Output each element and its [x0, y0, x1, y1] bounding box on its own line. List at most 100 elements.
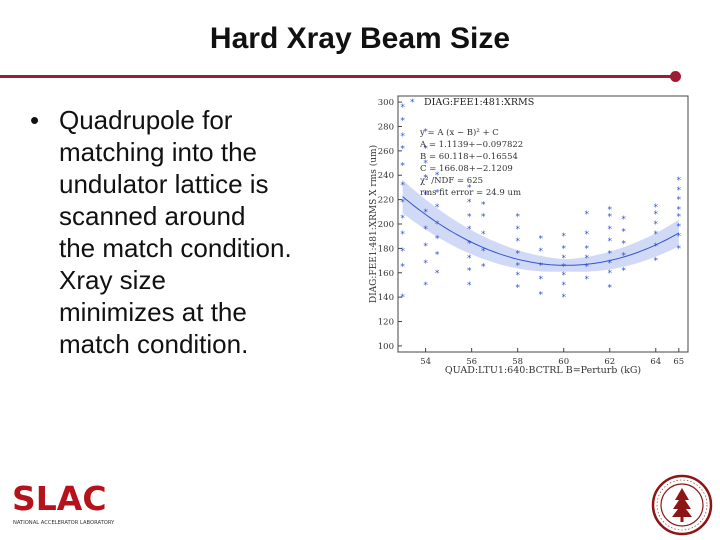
data-point: * — [621, 240, 626, 250]
title-divider — [0, 75, 676, 78]
data-point: * — [467, 213, 472, 223]
bullet-line-1: Quadrupole for — [59, 105, 233, 135]
data-point: * — [561, 232, 566, 242]
data-point: * — [435, 269, 440, 279]
legend-label: DIAG:FEE1:481:XRMS — [424, 97, 534, 108]
data-point: * — [584, 230, 589, 240]
data-point: * — [654, 203, 659, 213]
data-point: * — [538, 235, 543, 245]
fit-c: C = 166.08+−2.1209 — [420, 164, 513, 174]
data-point: * — [400, 293, 405, 303]
data-point: * — [400, 144, 405, 154]
y-tick-label: 160 — [378, 269, 394, 279]
data-point: * — [584, 210, 589, 220]
x-tick-label: 58 — [512, 357, 523, 367]
slac-logo-subtitle: NATIONAL ACCELERATOR LABORATORY — [13, 520, 115, 526]
data-point: * — [423, 242, 428, 252]
data-point: * — [467, 281, 472, 291]
y-tick-label: 200 — [378, 220, 394, 230]
data-point: * — [515, 261, 520, 271]
data-point: * — [515, 249, 520, 259]
data-point: * — [561, 293, 566, 303]
data-point: * — [400, 198, 405, 208]
data-point: * — [607, 269, 612, 279]
data-point: * — [561, 263, 566, 273]
y-ticks: 100 120 140 160 180 200 220 240 260 280 300 — [378, 98, 402, 352]
y-tick-label: 120 — [378, 318, 394, 328]
data-point: * — [515, 271, 520, 281]
data-point: * — [467, 240, 472, 250]
data-point: * — [584, 244, 589, 254]
y-tick-label: 260 — [378, 147, 394, 157]
data-point: * — [677, 222, 682, 232]
data-point: * — [423, 259, 428, 269]
data-point: * — [538, 247, 543, 257]
stanford-seal-icon — [651, 474, 713, 536]
data-point: * — [607, 205, 612, 215]
data-point: * — [677, 176, 682, 186]
data-point: * — [467, 254, 472, 264]
data-point: * — [400, 247, 405, 257]
data-point: * — [423, 159, 428, 169]
divider-end-dot — [670, 71, 681, 82]
bullet-line-6: Xray size — [59, 265, 166, 295]
x-tick-label: 60 — [558, 357, 569, 367]
bullet-marker: • — [30, 105, 40, 135]
data-point: * — [400, 230, 405, 240]
fit-confidence-band — [402, 180, 680, 272]
data-point: * — [400, 214, 405, 224]
data-point: * — [435, 171, 440, 181]
bullet-line-5: the match condition. — [59, 233, 292, 263]
data-point: * — [677, 186, 682, 196]
data-point: * — [621, 215, 626, 225]
data-point: * — [677, 213, 682, 223]
bullet-text: Quadrupole for matching into the undulat… — [59, 104, 359, 360]
data-point: * — [423, 127, 428, 137]
bullet-line-7: minimizes at the — [59, 297, 247, 327]
x-tick-label: 56 — [466, 357, 477, 367]
fit-annotation: y = A (x − B)² + C A = 1.1139+−0.097822 … — [419, 127, 523, 198]
y-tick-label: 280 — [378, 122, 394, 132]
data-point: * — [677, 232, 682, 242]
y-tick-label: 140 — [378, 293, 394, 303]
data-point: * — [584, 263, 589, 273]
bullet-line-3: undulator lattice is — [59, 169, 269, 199]
y-tick-label: 220 — [378, 196, 394, 206]
data-point: * — [607, 259, 612, 269]
data-point: * — [467, 225, 472, 235]
data-point: * — [607, 213, 612, 223]
slide-title: Hard Xray Beam Size — [209, 22, 511, 55]
data-point: * — [584, 275, 589, 285]
data-point: * — [654, 257, 659, 267]
data-point: * — [435, 251, 440, 261]
slac-logo-text: SLAC — [12, 482, 107, 518]
data-point: * — [400, 116, 405, 126]
data-point: * — [677, 205, 682, 215]
data-point: * — [481, 213, 486, 223]
data-point: * — [467, 183, 472, 193]
legend-marker: * — [410, 98, 415, 108]
data-point: * — [561, 281, 566, 291]
y-tick-label: 180 — [378, 244, 394, 254]
data-point: * — [423, 174, 428, 184]
fit-a: A = 1.1139+−0.097822 — [419, 140, 523, 150]
data-point: * — [654, 210, 659, 220]
data-point: * — [481, 247, 486, 257]
data-point: * — [607, 225, 612, 235]
data-point: * — [435, 220, 440, 230]
data-point: * — [481, 263, 486, 273]
data-point: * — [621, 266, 626, 276]
data-point: * — [561, 271, 566, 281]
fit-b: B = 60.118+−0.16554 — [420, 152, 518, 162]
data-point: * — [607, 283, 612, 293]
data-points: ****************************************… — [400, 103, 681, 303]
data-point: * — [621, 252, 626, 262]
data-point: * — [538, 291, 543, 301]
data-point: * — [515, 237, 520, 247]
data-point: * — [515, 213, 520, 223]
data-point: * — [400, 132, 405, 142]
beam-size-chart: ****************************************… — [368, 95, 689, 376]
x-tick-label: 54 — [420, 357, 431, 367]
fit-band — [402, 180, 679, 272]
data-point: * — [435, 203, 440, 213]
